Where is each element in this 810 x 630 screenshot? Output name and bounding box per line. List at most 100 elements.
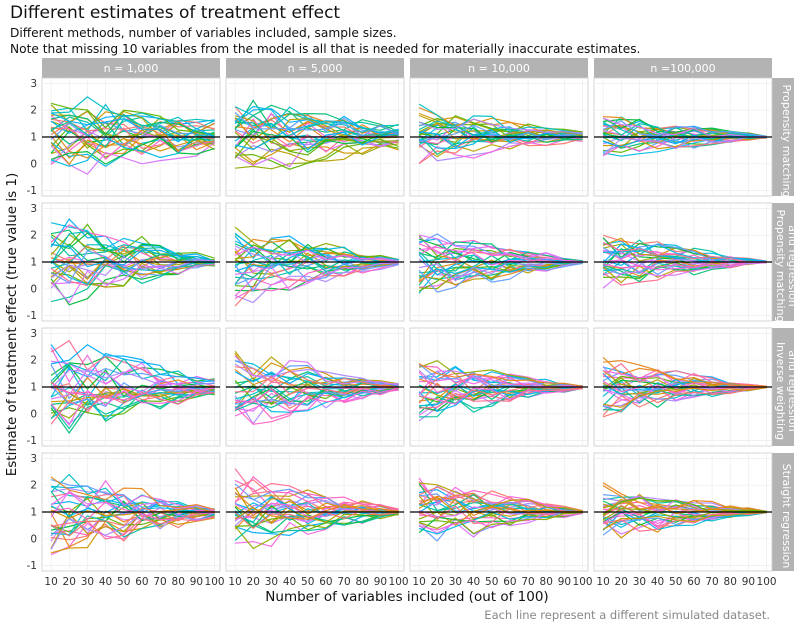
series-line-r0-c2-29 xyxy=(418,118,583,134)
facet-strip-col-0 xyxy=(42,58,220,78)
series-line-r0-c0-27 xyxy=(51,96,215,123)
series-line-r1-c2-27 xyxy=(418,234,583,263)
series-line-r3-c1-25 xyxy=(234,468,399,510)
facet-label-row-1-line-0: Propensity matching xyxy=(774,209,787,322)
x-tick-label: 10 xyxy=(596,576,609,588)
series-line-r0-c1-29 xyxy=(234,112,399,137)
series-line-r0-c1-25 xyxy=(235,121,399,140)
series-line-r2-c1-3 xyxy=(234,360,399,390)
chart-subtitle-line-2: Note that missing 10 variables from the … xyxy=(10,42,641,56)
x-tick-label: 30 xyxy=(81,576,94,588)
x-tick-label: 80 xyxy=(724,576,737,588)
series-line-r3-c1-16 xyxy=(234,511,399,541)
series-line-r1-c1-19 xyxy=(234,238,399,261)
x-tick-label: 20 xyxy=(247,576,260,588)
x-tick-label: 30 xyxy=(265,576,278,588)
series-line-r0-c1-28 xyxy=(234,127,399,151)
y-tick-label: 3 xyxy=(30,203,37,215)
series-line-r0-c0-29 xyxy=(50,112,215,143)
x-tick-label: 60 xyxy=(319,576,332,588)
y-tick-label: 0 xyxy=(30,158,37,170)
series-line-r1-c3-11 xyxy=(602,261,767,286)
x-tick-label: 60 xyxy=(135,576,148,588)
series-line-r0-c0-11 xyxy=(50,114,215,134)
y-axis-title: Estimate of treatment effect (true value… xyxy=(4,173,20,477)
y-tick-label: 0 xyxy=(30,408,37,420)
series-line-r1-c0-23 xyxy=(50,262,215,303)
y-tick-label: 2 xyxy=(30,230,37,242)
x-tick-label: 20 xyxy=(63,576,76,588)
series-line-r0-c0-23 xyxy=(50,102,215,135)
series-line-r1-c3-23 xyxy=(602,243,767,264)
series-line-r0-c3-28 xyxy=(602,136,767,157)
facet-label-row-1-line-1: and regression xyxy=(786,225,799,307)
series-line-r1-c2-9 xyxy=(418,236,583,262)
series-line-r3-c0-11 xyxy=(50,517,215,554)
y-tick-label: 3 xyxy=(30,78,37,90)
series-line-r3-c3-27 xyxy=(602,511,767,531)
y-tick-label: -1 xyxy=(27,435,37,447)
series-line-r1-c1-22 xyxy=(234,252,399,270)
x-tick-label: 70 xyxy=(337,576,350,588)
series-line-r3-c0-26 xyxy=(51,516,215,540)
facet-strip-row-0 xyxy=(772,78,794,196)
x-tick-label: 10 xyxy=(412,576,425,588)
x-tick-label: 40 xyxy=(651,576,664,588)
x-tick-label: 60 xyxy=(503,576,516,588)
series-line-r0-c2-13 xyxy=(418,138,583,164)
series-line-r2-c2-28 xyxy=(418,382,583,404)
x-tick-label: 10 xyxy=(44,576,57,588)
x-tick-label: 40 xyxy=(283,576,296,588)
series-line-r3-c0-24 xyxy=(50,479,215,511)
facet-label-col-0: n = 1,000 xyxy=(104,62,159,75)
series-line-r2-c0-18 xyxy=(50,364,215,397)
series-line-r2-c2-14 xyxy=(418,360,583,387)
series-line-r0-c1-23 xyxy=(234,131,399,154)
y-tick-label: 2 xyxy=(30,355,37,367)
series-line-r0-c0-12 xyxy=(50,121,215,140)
series-line-r1-c1-29 xyxy=(234,246,399,263)
series-line-r0-c2-16 xyxy=(418,137,583,164)
series-line-r2-c3-28 xyxy=(603,359,767,387)
x-tick-label: 90 xyxy=(558,576,571,588)
series-line-r2-c1-14 xyxy=(234,350,399,385)
series-line-r0-c1-3 xyxy=(235,139,399,170)
x-tick-label: 100 xyxy=(757,576,777,588)
series-line-r2-c2-25 xyxy=(418,387,583,405)
x-tick-label: 10 xyxy=(228,576,241,588)
series-line-r2-c1-20 xyxy=(234,384,399,400)
series-line-r0-c3-24 xyxy=(602,124,767,142)
series-line-r3-c2-25 xyxy=(418,486,583,512)
series-line-r3-c2-27 xyxy=(418,496,583,514)
facet-label-row-3-line-0: Straight regression xyxy=(780,464,793,569)
series-line-r1-c3-24 xyxy=(602,244,767,263)
series-line-r1-c0-27 xyxy=(50,249,215,284)
facet-label-col-1: n = 5,000 xyxy=(288,62,343,75)
series-line-r1-c0-29 xyxy=(50,263,215,304)
series-line-r0-c0-13 xyxy=(50,129,215,164)
series-line-r0-c0-26 xyxy=(50,117,215,148)
series-line-r3-c2-4 xyxy=(418,477,583,513)
y-tick-label: -1 xyxy=(27,560,37,572)
y-tick-label: 1 xyxy=(30,507,37,519)
x-tick-label: 30 xyxy=(633,576,646,588)
series-line-r1-c2-17 xyxy=(419,261,583,290)
series-line-r3-c0-9 xyxy=(51,513,215,542)
facet-label-row-2-line-1: and regression xyxy=(786,350,799,432)
series-line-r1-c2-26 xyxy=(418,259,583,282)
series-line-r2-c1-29 xyxy=(235,366,399,388)
series-line-r1-c2-25 xyxy=(418,262,583,293)
series-line-r1-c3-29 xyxy=(602,242,767,264)
series-line-r1-c2-28 xyxy=(419,246,583,266)
series-line-r3-c3-29 xyxy=(602,497,767,516)
facet-strip-col-3 xyxy=(594,58,772,78)
series-line-r1-c3-28 xyxy=(602,260,767,269)
y-tick-label: -1 xyxy=(27,185,37,197)
x-tick-label: 40 xyxy=(467,576,480,588)
series-line-r2-c0-23 xyxy=(50,343,215,382)
series-line-r0-c0-25 xyxy=(50,113,215,137)
x-axis-title: Number of variables included (out of 100… xyxy=(265,589,548,605)
facet-label-col-2: n = 10,000 xyxy=(468,62,530,75)
facet-label-row-2-line-0: Inverse weighting xyxy=(774,342,787,440)
